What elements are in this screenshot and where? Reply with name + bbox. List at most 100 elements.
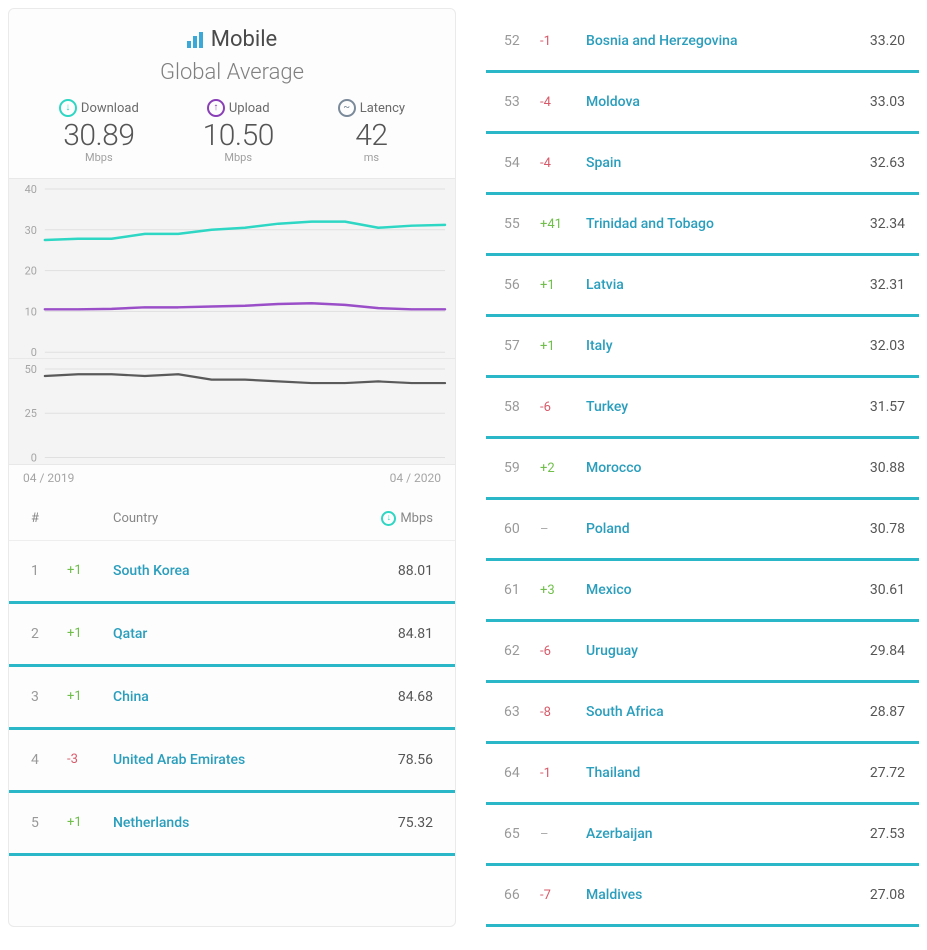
rank-change-cell: -1 bbox=[540, 766, 586, 781]
table-row[interactable]: 54-4Spain32.63 bbox=[486, 134, 919, 195]
country-name-cell[interactable]: Trinidad and Tobago bbox=[586, 216, 870, 232]
table-row[interactable]: 1+1South Korea88.01 bbox=[9, 541, 455, 604]
country-name-cell[interactable]: Thailand bbox=[586, 765, 870, 781]
rank-change-cell: +41 bbox=[540, 217, 586, 232]
table-row[interactable]: 52-1Bosnia and Herzegovina33.20 bbox=[486, 12, 919, 73]
date-range: 04 / 2019 04 / 2020 bbox=[9, 465, 455, 495]
country-name-cell[interactable]: South Africa bbox=[586, 704, 870, 720]
country-name-cell[interactable]: Bosnia and Herzegovina bbox=[586, 33, 870, 49]
table-row[interactable]: 2+1Qatar84.81 bbox=[9, 604, 455, 667]
date-start: 04 / 2019 bbox=[23, 471, 74, 485]
table-row[interactable]: 63-8South Africa28.87 bbox=[486, 683, 919, 744]
svg-text:20: 20 bbox=[25, 265, 37, 278]
summary-panel: Mobile Global Average ↓ Download 30.89 M… bbox=[8, 8, 456, 927]
rank-cell: 52 bbox=[504, 33, 540, 49]
table-row[interactable]: 66-7Maldives27.08 bbox=[486, 866, 919, 927]
country-name-cell[interactable]: Morocco bbox=[586, 460, 870, 476]
rank-cell: 65 bbox=[504, 826, 540, 842]
svg-text:30: 30 bbox=[25, 224, 37, 237]
mbps-cell: 32.31 bbox=[870, 277, 905, 293]
upload-icon: ↑ bbox=[207, 99, 225, 117]
country-name-cell[interactable]: China bbox=[113, 689, 398, 705]
country-name-cell[interactable]: Italy bbox=[586, 338, 870, 354]
rank-cell: 66 bbox=[504, 887, 540, 903]
rank-cell: 64 bbox=[504, 765, 540, 781]
latency-label-text: Latency bbox=[360, 101, 405, 116]
country-name-cell[interactable]: United Arab Emirates bbox=[113, 752, 398, 768]
list-header: # Country ↓ Mbps bbox=[9, 495, 455, 541]
rank-cell: 54 bbox=[504, 155, 540, 171]
table-row[interactable]: 60–Poland30.78 bbox=[486, 500, 919, 561]
table-row[interactable]: 65–Azerbaijan27.53 bbox=[486, 805, 919, 866]
rank-cell: 2 bbox=[31, 626, 67, 642]
table-row[interactable]: 58-6Turkey31.57 bbox=[486, 378, 919, 439]
ranking-continuation: 52-1Bosnia and Herzegovina33.2053-4Moldo… bbox=[486, 8, 919, 927]
mbps-cell: 84.81 bbox=[398, 626, 433, 642]
rank-cell: 63 bbox=[504, 704, 540, 720]
rank-cell: 53 bbox=[504, 94, 540, 110]
country-name-cell[interactable]: Turkey bbox=[586, 399, 870, 415]
country-name-cell[interactable]: Mexico bbox=[586, 582, 870, 598]
table-row[interactable]: 53-4Moldova33.03 bbox=[486, 73, 919, 134]
rank-change-cell: – bbox=[540, 827, 586, 842]
country-name-cell[interactable]: Latvia bbox=[586, 277, 870, 293]
table-row[interactable]: 4-3United Arab Emirates78.56 bbox=[9, 730, 455, 793]
country-name-cell[interactable]: Uruguay bbox=[586, 643, 870, 659]
svg-text:40: 40 bbox=[25, 183, 37, 196]
table-row[interactable]: 57+1Italy32.03 bbox=[486, 317, 919, 378]
rank-cell: 60 bbox=[504, 521, 540, 537]
country-name-cell[interactable]: Poland bbox=[586, 521, 870, 537]
country-name-cell[interactable]: Azerbaijan bbox=[586, 826, 870, 842]
table-row[interactable]: 5+1Netherlands75.32 bbox=[9, 793, 455, 856]
left-country-list: 1+1South Korea88.012+1Qatar84.813+1China… bbox=[9, 541, 455, 856]
svg-text:0: 0 bbox=[31, 346, 37, 358]
table-row[interactable]: 55+41Trinidad and Tobago32.34 bbox=[486, 195, 919, 256]
table-row[interactable]: 59+2Morocco30.88 bbox=[486, 439, 919, 500]
country-name-cell[interactable]: Netherlands bbox=[113, 815, 398, 831]
rank-change-cell: +1 bbox=[67, 689, 113, 704]
mbps-cell: 30.78 bbox=[870, 521, 905, 537]
stat-upload: ↑ Upload 10.50 Mbps bbox=[203, 99, 274, 164]
rank-change-cell: -1 bbox=[540, 34, 586, 49]
stat-download: ↓ Download 30.89 Mbps bbox=[59, 99, 139, 164]
table-row[interactable]: 62-6Uruguay29.84 bbox=[486, 622, 919, 683]
rank-change-cell: -6 bbox=[540, 400, 586, 415]
svg-text:0: 0 bbox=[31, 452, 37, 464]
country-name-cell[interactable]: Qatar bbox=[113, 626, 398, 642]
table-row[interactable]: 56+1Latvia32.31 bbox=[486, 256, 919, 317]
mbps-cell: 30.88 bbox=[870, 460, 905, 476]
mobile-bars-icon bbox=[187, 29, 205, 54]
rank-change-cell: +3 bbox=[540, 583, 586, 598]
rank-change-cell: +1 bbox=[67, 626, 113, 641]
header-mbps[interactable]: ↓ Mbps bbox=[381, 511, 433, 526]
rank-cell: 56 bbox=[504, 277, 540, 293]
mbps-cell: 27.08 bbox=[870, 887, 905, 903]
latency-value: 42 bbox=[338, 121, 405, 151]
country-name-cell[interactable]: Moldova bbox=[586, 94, 870, 110]
svg-text:10: 10 bbox=[25, 305, 37, 318]
rank-cell: 1 bbox=[31, 563, 67, 579]
rank-change-cell: -7 bbox=[540, 888, 586, 903]
country-name-cell[interactable]: South Korea bbox=[113, 563, 398, 579]
header-country: Country bbox=[113, 511, 381, 526]
stat-latency-label: ~ Latency bbox=[338, 99, 405, 117]
rank-cell: 55 bbox=[504, 216, 540, 232]
mbps-cell: 28.87 bbox=[870, 704, 905, 720]
stat-latency: ~ Latency 42 ms bbox=[338, 99, 405, 164]
mbps-cell: 32.63 bbox=[870, 155, 905, 171]
header-mbps-text: Mbps bbox=[400, 511, 433, 526]
panel-title-text: Mobile bbox=[211, 27, 277, 52]
country-name-cell[interactable]: Maldives bbox=[586, 887, 870, 903]
svg-text:50: 50 bbox=[25, 363, 37, 376]
rank-change-cell: -8 bbox=[540, 705, 586, 720]
rank-change-cell: -6 bbox=[540, 644, 586, 659]
rank-change-cell: +1 bbox=[67, 815, 113, 830]
country-name-cell[interactable]: Spain bbox=[586, 155, 870, 171]
stat-upload-label: ↑ Upload bbox=[203, 99, 274, 117]
table-row[interactable]: 64-1Thailand27.72 bbox=[486, 744, 919, 805]
table-row[interactable]: 3+1China84.68 bbox=[9, 667, 455, 730]
table-row[interactable]: 61+3Mexico30.61 bbox=[486, 561, 919, 622]
speed-chart-svg: 0 10 20 30 40 bbox=[9, 179, 455, 358]
mbps-cell: 27.72 bbox=[870, 765, 905, 781]
rank-change-cell: -4 bbox=[540, 95, 586, 110]
